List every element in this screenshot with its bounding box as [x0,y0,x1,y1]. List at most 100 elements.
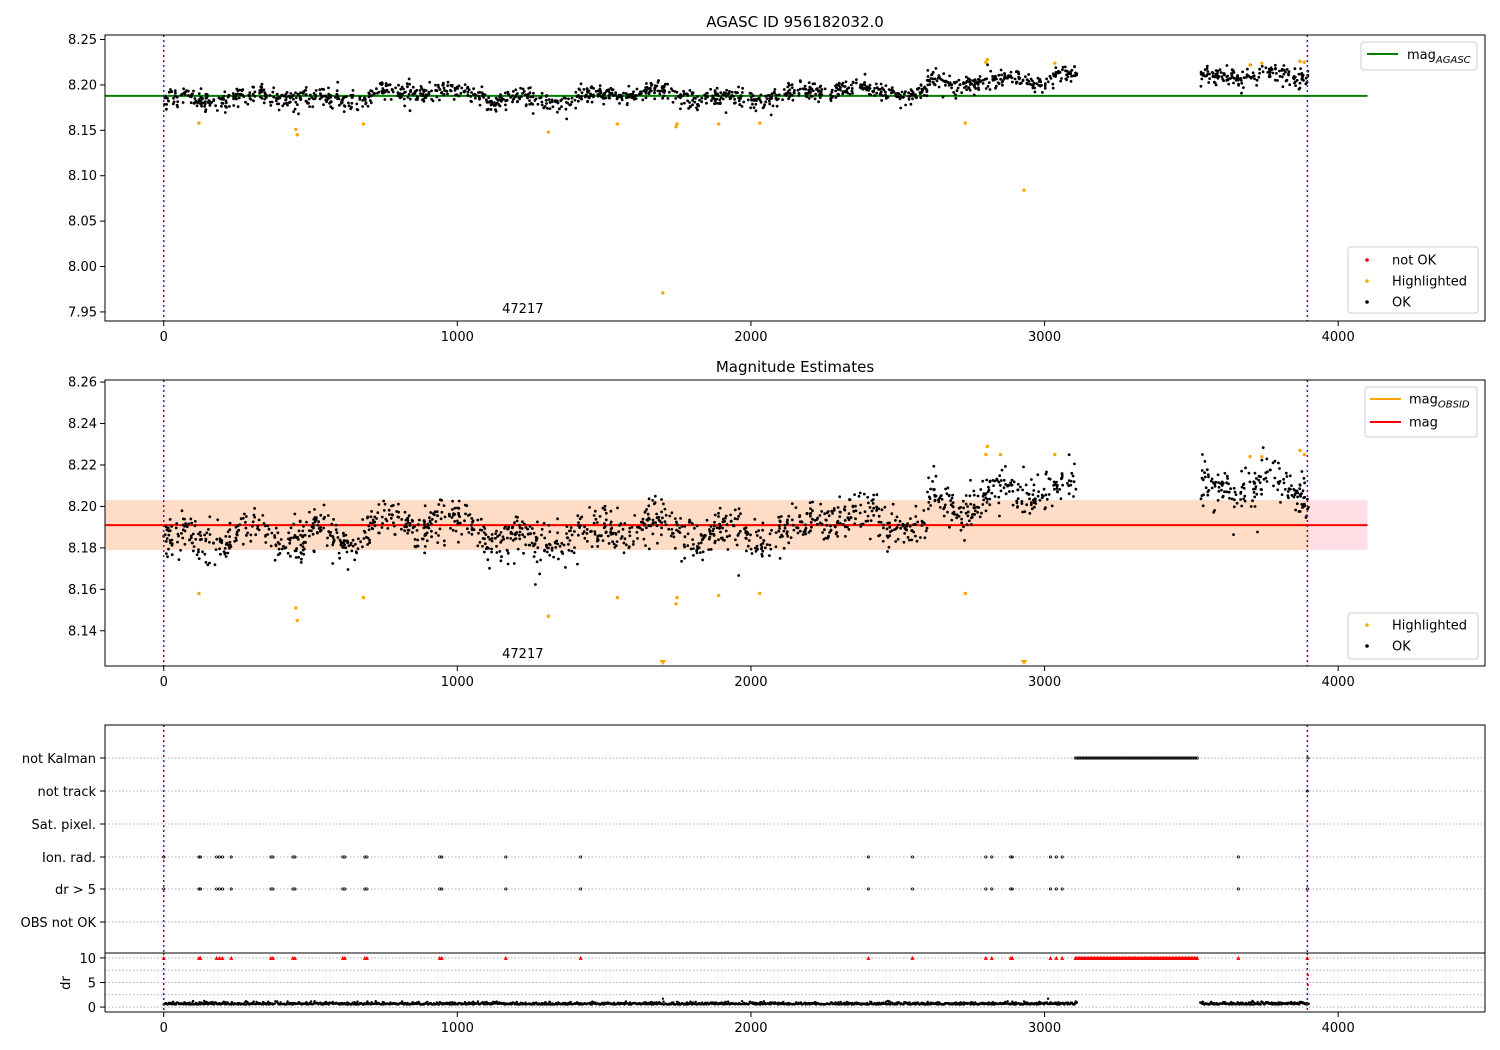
ok-point [434,83,437,87]
ok-point [1013,77,1017,81]
ok-point [349,541,353,545]
ok-point [1056,490,1059,494]
ok-point [1066,481,1069,485]
ok-point [248,97,252,101]
ok-point [393,533,397,536]
ok-point [594,89,598,93]
ok-point [922,509,926,512]
ok-point [692,554,695,557]
ok-point [1027,73,1030,76]
ok-point [176,105,180,109]
ok-point [713,539,717,543]
ok-point [466,93,470,97]
dr-point [623,1003,626,1006]
ok-point [589,92,592,96]
ok-point [585,532,589,535]
ok-point [1200,77,1204,81]
ok-point [770,97,773,100]
ok-point [825,524,829,527]
ok-point [832,509,836,512]
ok-point [490,550,493,554]
ok-point [1025,81,1029,85]
ok-point [387,90,391,94]
ok-point [881,539,885,543]
ok-point [638,526,642,530]
ok-point [1037,83,1040,87]
ok-point [808,512,812,516]
ok-point [576,514,580,518]
ok-point [787,514,791,518]
ok-point [203,102,207,106]
ok-point [459,91,463,95]
ok-point [342,531,345,535]
flag-point [1079,756,1083,760]
ok-point [909,517,912,520]
flag-point [162,887,166,891]
ok-point [647,504,651,508]
ok-point [603,522,606,525]
ok-point [1232,486,1236,490]
ok-point [733,517,737,520]
ok-point [1023,510,1027,513]
ok-point [696,547,699,550]
ok-point [486,535,490,539]
flag-row-label: OBS not OK [21,916,97,931]
ok-point [395,510,399,513]
ok-point [1016,488,1020,492]
ok-point [170,553,174,557]
ok-point [438,98,441,102]
ok-point [1058,488,1062,491]
ok-point [466,514,470,517]
ok-point [403,104,407,108]
ok-point [683,101,686,105]
flag-point [1088,756,1092,760]
ok-point [577,99,580,103]
ok-point [1232,71,1236,74]
ok-point [998,514,1001,518]
flag-point [1060,887,1064,891]
ok-point [1061,68,1064,72]
flag-point [1139,756,1144,760]
ok-point [817,100,820,104]
ok-point [388,83,392,87]
ok-point [777,515,781,519]
ok-point [457,499,461,503]
ok-point [511,539,515,542]
ok-point [631,92,635,96]
scatter-points-estimates [162,444,1310,623]
ok-point [679,517,682,520]
dr-point [694,1000,697,1004]
ok-point [1255,477,1258,480]
ok-point [542,522,546,525]
ok-point [700,96,704,100]
ok-point [302,540,306,544]
ok-point [973,509,977,513]
ok-point [928,497,932,500]
ok-point [746,98,750,102]
ok-point [176,100,180,103]
ok-point [241,542,245,546]
ok-point [212,99,216,103]
ok-point [903,526,907,530]
ok-point [985,497,989,501]
ok-point [400,527,403,531]
ok-point [606,534,610,538]
ok-point [222,550,226,553]
ok-point [1036,76,1040,80]
ok-point [1213,484,1217,488]
ok-point [583,536,587,540]
ok-point [977,86,980,90]
ok-point [983,77,987,81]
ok-point [852,510,856,513]
ok-point [610,526,614,530]
ok-point [981,479,985,483]
ok-point [1299,67,1302,70]
ok-point [624,92,628,95]
ok-point [777,529,781,533]
ok-point [382,91,385,95]
ok-point [1258,481,1262,484]
flag-point [1151,756,1155,760]
ok-point [878,93,882,96]
ok-point [970,523,973,526]
flag-point [1087,756,1091,760]
